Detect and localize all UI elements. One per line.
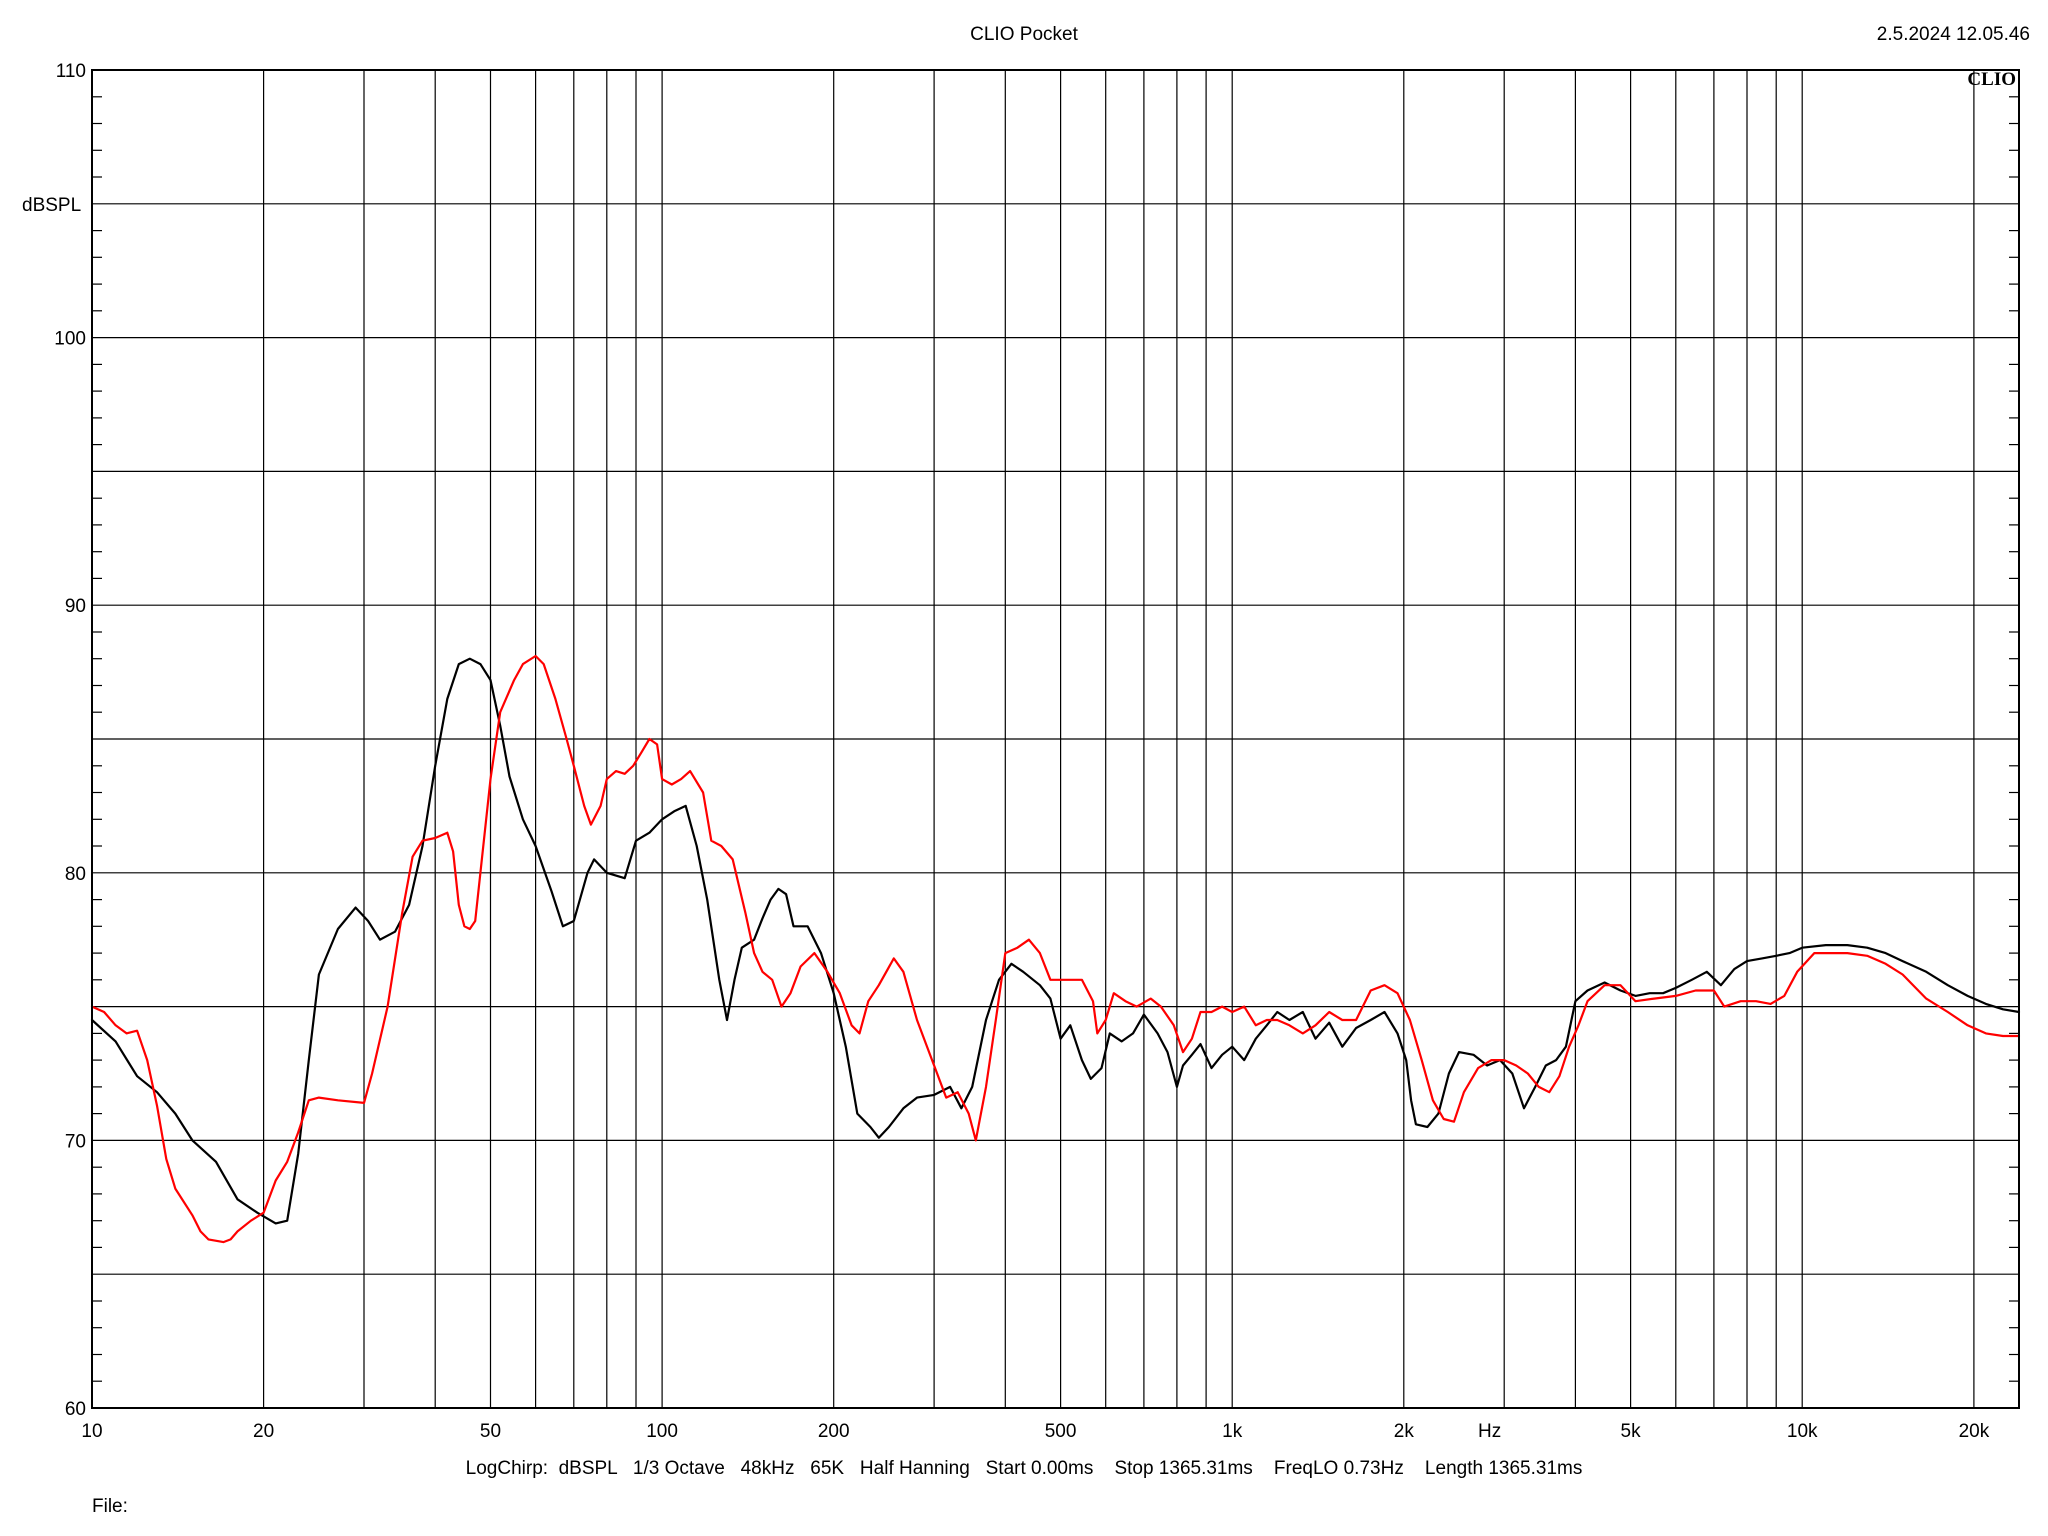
x-tick-label: 10	[81, 1421, 102, 1442]
y-axis-label: dBSPL	[22, 195, 81, 216]
x-tick-label: 2k	[1394, 1421, 1415, 1442]
traces	[90, 654, 2021, 1244]
y-tick-label: 100	[54, 329, 86, 350]
y-tick-label: 110	[56, 61, 86, 82]
x-tick-label: 20	[253, 1421, 274, 1442]
y-tick-label: 60	[65, 1399, 86, 1420]
chart-title: CLIO Pocket	[970, 24, 1078, 45]
x-tick-label: 5k	[1621, 1421, 1642, 1442]
x-tick-label: 1k	[1222, 1421, 1243, 1442]
y-tick-label: 80	[65, 864, 86, 885]
grid	[92, 70, 2019, 1408]
x-tick-label: 50	[480, 1421, 501, 1442]
file-label: File:	[92, 1496, 128, 1517]
x-tick-label: 500	[1045, 1421, 1077, 1442]
tick-labels: 60 70 80 90 100 110 10 20 50 100 200 500 1k 2k 5k 10k 20…	[54, 61, 1989, 1442]
plot-frame	[91, 69, 2020, 1409]
trace-black	[90, 657, 2021, 1225]
x-axis-label: Hz	[1478, 1421, 1501, 1442]
y-tick-label: 90	[65, 596, 86, 617]
y-tick-label: 70	[65, 1131, 86, 1152]
timestamp: 2.5.2024 12.05.46	[1876, 24, 2030, 45]
x-tick-label: 100	[646, 1421, 678, 1442]
x-tick-label: 20k	[1959, 1421, 1990, 1442]
measurement-parameters: LogChirp: dBSPL 1/3 Octave 48kHz 65K Hal…	[465, 1458, 1583, 1479]
trace-red	[90, 654, 2021, 1244]
x-tick-label: 200	[818, 1421, 850, 1442]
x-tick-label: 10k	[1787, 1421, 1818, 1442]
clio-logo: CLIO	[1967, 69, 2016, 90]
